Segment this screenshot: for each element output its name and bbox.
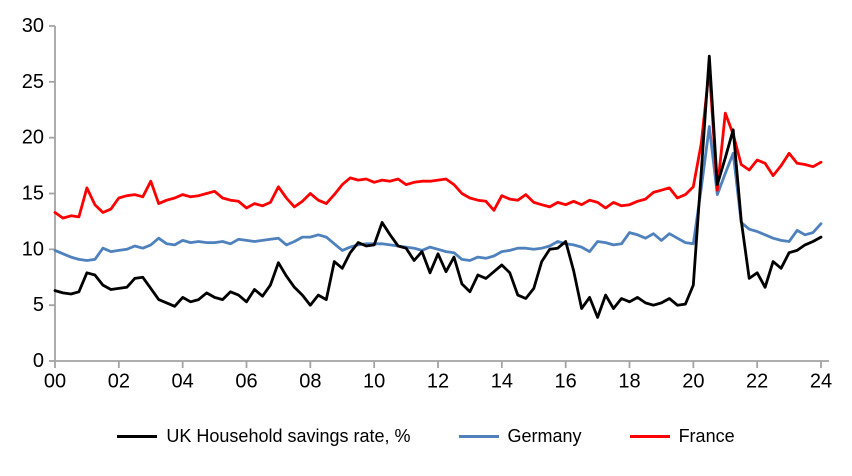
series-line-germany — [53, 125, 823, 262]
legend-label-uk: UK Household savings rate, % — [166, 426, 411, 446]
y-tick-label: 10 — [22, 238, 44, 260]
x-tick-label: 12 — [427, 371, 449, 393]
series-line-france — [53, 67, 823, 220]
legend-label-france: France — [678, 426, 735, 446]
x-tick-label: 20 — [682, 371, 704, 393]
x-tick-label: 08 — [299, 371, 321, 393]
y-tick-label: 15 — [22, 183, 44, 205]
legend-item-france: France — [629, 426, 735, 447]
legend-swatch-uk — [117, 435, 158, 438]
x-tick-label: 14 — [491, 371, 513, 393]
x-tick-label: 18 — [618, 371, 640, 393]
legend-item-germany: Germany — [458, 426, 582, 447]
legend-swatch-france — [629, 435, 670, 438]
plot-area: 0 5 10 15 20 25 30 00 02 04 06 08 10 12 14 16 18 20 22 24 — [22, 15, 832, 393]
series-line-uk — [53, 54, 823, 319]
x-tick-label: 10 — [363, 371, 385, 393]
axes — [54, 26, 829, 362]
y-tick-label: 5 — [33, 294, 44, 316]
legend-label-germany: Germany — [507, 426, 582, 446]
chart-legend: UK Household savings rate, % Germany Fra… — [0, 426, 852, 447]
legend-swatch-germany — [458, 435, 499, 438]
x-tick-label: 00 — [44, 371, 66, 393]
y-tick-label: 20 — [22, 127, 44, 149]
x-tick-label: 22 — [746, 371, 768, 393]
x-tick-label: 24 — [810, 371, 832, 393]
legend-item-uk: UK Household savings rate, % — [117, 426, 411, 447]
x-tick-label: 16 — [555, 371, 577, 393]
y-tick-label: 30 — [22, 15, 44, 37]
y-tick-label: 0 — [33, 350, 44, 372]
x-tick-label: 04 — [172, 371, 194, 393]
x-tick-label: 06 — [235, 371, 257, 393]
x-tick-label: 02 — [108, 371, 130, 393]
y-tick-label: 25 — [22, 71, 44, 93]
